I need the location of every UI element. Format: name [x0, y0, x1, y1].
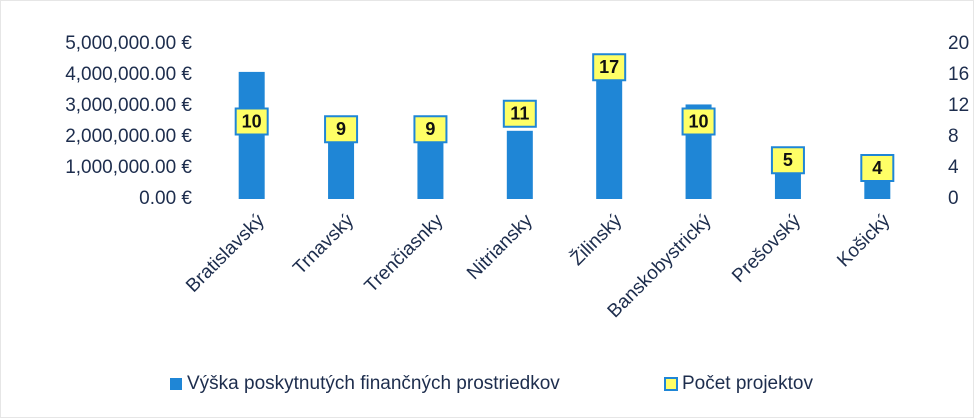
- y2-tick-label: 16: [948, 64, 969, 85]
- bar: [864, 180, 891, 199]
- data-label: 9: [425, 119, 435, 139]
- bar: [506, 130, 533, 199]
- y-tick-label: 0.00 €: [139, 188, 192, 209]
- legend-label: Výška poskytnutých finančných prostriedk…: [187, 373, 560, 394]
- y-tick-label: 3,000,000.00 €: [65, 95, 192, 116]
- count-marker: [860, 154, 895, 182]
- y2-tick-label: 8: [948, 126, 959, 147]
- count-marker: [413, 115, 448, 144]
- legend-swatch: [664, 377, 678, 391]
- legend-swatch: [170, 378, 182, 390]
- data-label: 11: [510, 104, 529, 124]
- y2-tick-label: 12: [948, 95, 969, 116]
- legend-label: Počet projektov: [682, 373, 813, 394]
- y2-tick-label: 0: [948, 188, 959, 209]
- count-marker: [770, 146, 805, 175]
- data-label: 17: [599, 57, 619, 77]
- count-marker: [592, 53, 627, 82]
- bar: [596, 78, 623, 199]
- y2-tick-label: 20: [948, 33, 969, 54]
- data-label: 10: [689, 111, 709, 131]
- count-marker: [324, 115, 359, 144]
- data-label: 4: [872, 158, 882, 178]
- data-label: 10: [242, 111, 262, 131]
- y2-tick-label: 4: [948, 157, 959, 178]
- y-tick-label: 2,000,000.00 €: [65, 126, 192, 147]
- y-tick-label: 4,000,000.00 €: [65, 64, 192, 85]
- count-marker: [681, 107, 716, 136]
- count-marker: [502, 99, 537, 128]
- data-label: 9: [336, 119, 346, 139]
- y-tick-label: 1,000,000.00 €: [65, 157, 192, 178]
- y-tick-label: 5,000,000.00 €: [65, 33, 192, 54]
- data-label: 5: [783, 150, 793, 170]
- count-marker: [234, 107, 269, 136]
- bar: [774, 171, 801, 199]
